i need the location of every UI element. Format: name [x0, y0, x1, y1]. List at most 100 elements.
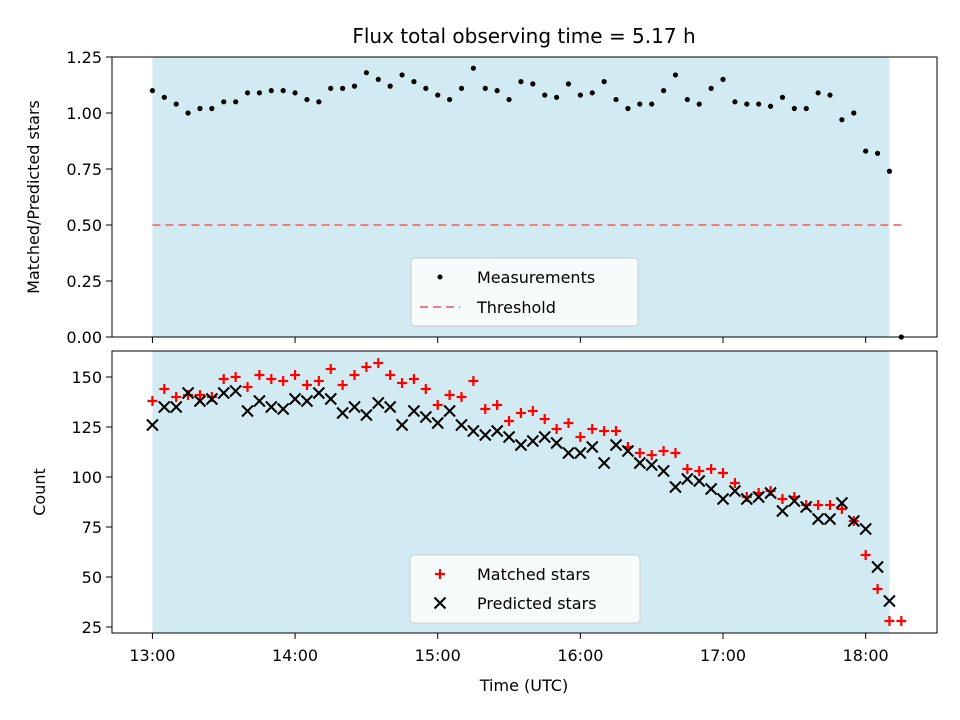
predicted-star-point	[336, 406, 349, 420]
predicted-star-point	[574, 446, 587, 460]
measurement-point	[649, 101, 655, 107]
measurement-point	[197, 105, 203, 112]
bottom-frame	[111, 350, 938, 634]
measurement-point	[625, 105, 631, 112]
measurement-point	[767, 103, 774, 109]
predicted-star-point	[502, 430, 516, 444]
measurement-point	[589, 90, 595, 96]
legend-matched-marker	[435, 569, 445, 579]
top-y-tick-label: 0.00	[66, 328, 102, 347]
predicted-star-point	[621, 444, 635, 458]
measurement-point	[209, 105, 215, 112]
predicted-star-point	[419, 410, 433, 424]
measurement-point	[316, 99, 322, 105]
measurement-point	[565, 81, 572, 87]
matched-star-point	[266, 374, 277, 384]
matched-star-point	[504, 416, 515, 426]
predicted-star-point	[740, 492, 754, 506]
predicted-star-point	[288, 392, 302, 406]
matched-star-point	[468, 376, 479, 386]
predicted-star-point	[526, 434, 540, 448]
measurement-point	[577, 92, 583, 98]
measurement-point	[494, 88, 500, 94]
matched-star-point	[563, 418, 574, 428]
predicted-star-point	[217, 386, 230, 400]
predicted-star-point	[395, 418, 409, 432]
predicted-star-point	[431, 416, 444, 430]
predicted-star-point	[693, 474, 706, 488]
matched-star-point	[194, 390, 205, 400]
measurement-point	[304, 96, 310, 103]
matched-star-point	[658, 446, 669, 456]
predicted-star-point	[276, 402, 290, 416]
legend-measurements-label: Measurements	[477, 268, 595, 287]
matched-star-point	[408, 374, 419, 384]
predicted-star-point	[776, 504, 789, 518]
matched-star-point	[587, 424, 598, 434]
top-y-tick-label: 1.25	[66, 48, 102, 67]
matched-star-point	[813, 500, 824, 510]
predicted-star-point	[312, 386, 326, 400]
measurement-point	[411, 79, 417, 85]
top-y-tick-label: 0.75	[66, 160, 102, 179]
measurement-point	[637, 101, 643, 107]
matched-star-point	[480, 404, 491, 414]
top-y-axis-label: Matched/Predicted stars	[24, 100, 43, 294]
bottom-y-tick-label: 125	[71, 418, 102, 437]
legend-threshold-label: Threshold	[476, 298, 556, 317]
measurement-point	[387, 83, 393, 89]
bottom-x-tick-label: 15:00	[415, 646, 461, 665]
predicted-star-point	[146, 418, 159, 432]
matched-star-point	[420, 384, 431, 394]
predicted-star-point	[181, 386, 195, 400]
bottom-y-axis-label: Count	[30, 468, 49, 516]
matched-star-point	[682, 464, 693, 474]
top-y-tick-label: 0.50	[66, 216, 102, 235]
matched-star-point	[646, 450, 657, 460]
legend-plus-glyph	[435, 569, 445, 579]
predicted-star-point	[300, 394, 314, 408]
top-legend: Measurements Threshold	[410, 257, 639, 327]
matched-star-point	[432, 400, 443, 410]
predicted-star-point	[205, 392, 219, 406]
predicted-star-point	[835, 496, 849, 510]
measurement-point	[851, 110, 857, 116]
measurement-point	[423, 85, 429, 91]
measurement-point	[161, 94, 167, 100]
bottom-y-tick-label: 100	[71, 468, 102, 487]
measurement-point	[244, 90, 251, 96]
matched-star-point	[349, 370, 360, 380]
predicted-star-point	[265, 400, 278, 414]
matched-star-point	[872, 584, 883, 594]
matched-star-point	[159, 384, 170, 394]
measurement-point	[756, 101, 762, 107]
matched-star-point	[290, 370, 301, 380]
predicted-star-point	[633, 456, 647, 470]
matched-star-point	[825, 500, 836, 510]
measurement-point	[340, 85, 346, 91]
top-y-tick-label: 0.25	[66, 272, 102, 291]
matched-star-point	[325, 364, 336, 374]
measurement-point	[363, 70, 369, 76]
matched-star-point	[599, 426, 610, 436]
predicted-star-point	[372, 396, 385, 410]
measurement-point	[613, 96, 619, 103]
bottom-y-tick-label: 150	[71, 368, 102, 387]
measurement-point	[268, 88, 274, 94]
predicted-star-point	[800, 500, 813, 514]
measurement-point	[447, 96, 453, 103]
predicted-star-point	[657, 464, 670, 478]
measurement-point	[351, 83, 358, 89]
predicted-star-point	[490, 424, 504, 438]
legend-matched-label: Matched stars	[477, 565, 590, 584]
matched-star-point	[492, 400, 503, 410]
matched-star-point	[836, 504, 847, 514]
measurement-point	[863, 148, 869, 154]
matched-star-point	[230, 372, 241, 382]
predicted-star-point	[597, 456, 611, 470]
predicted-star-point	[443, 404, 456, 418]
measurement-point	[601, 79, 607, 85]
predicted-star-point	[360, 408, 373, 422]
matched-star-point	[373, 358, 384, 368]
